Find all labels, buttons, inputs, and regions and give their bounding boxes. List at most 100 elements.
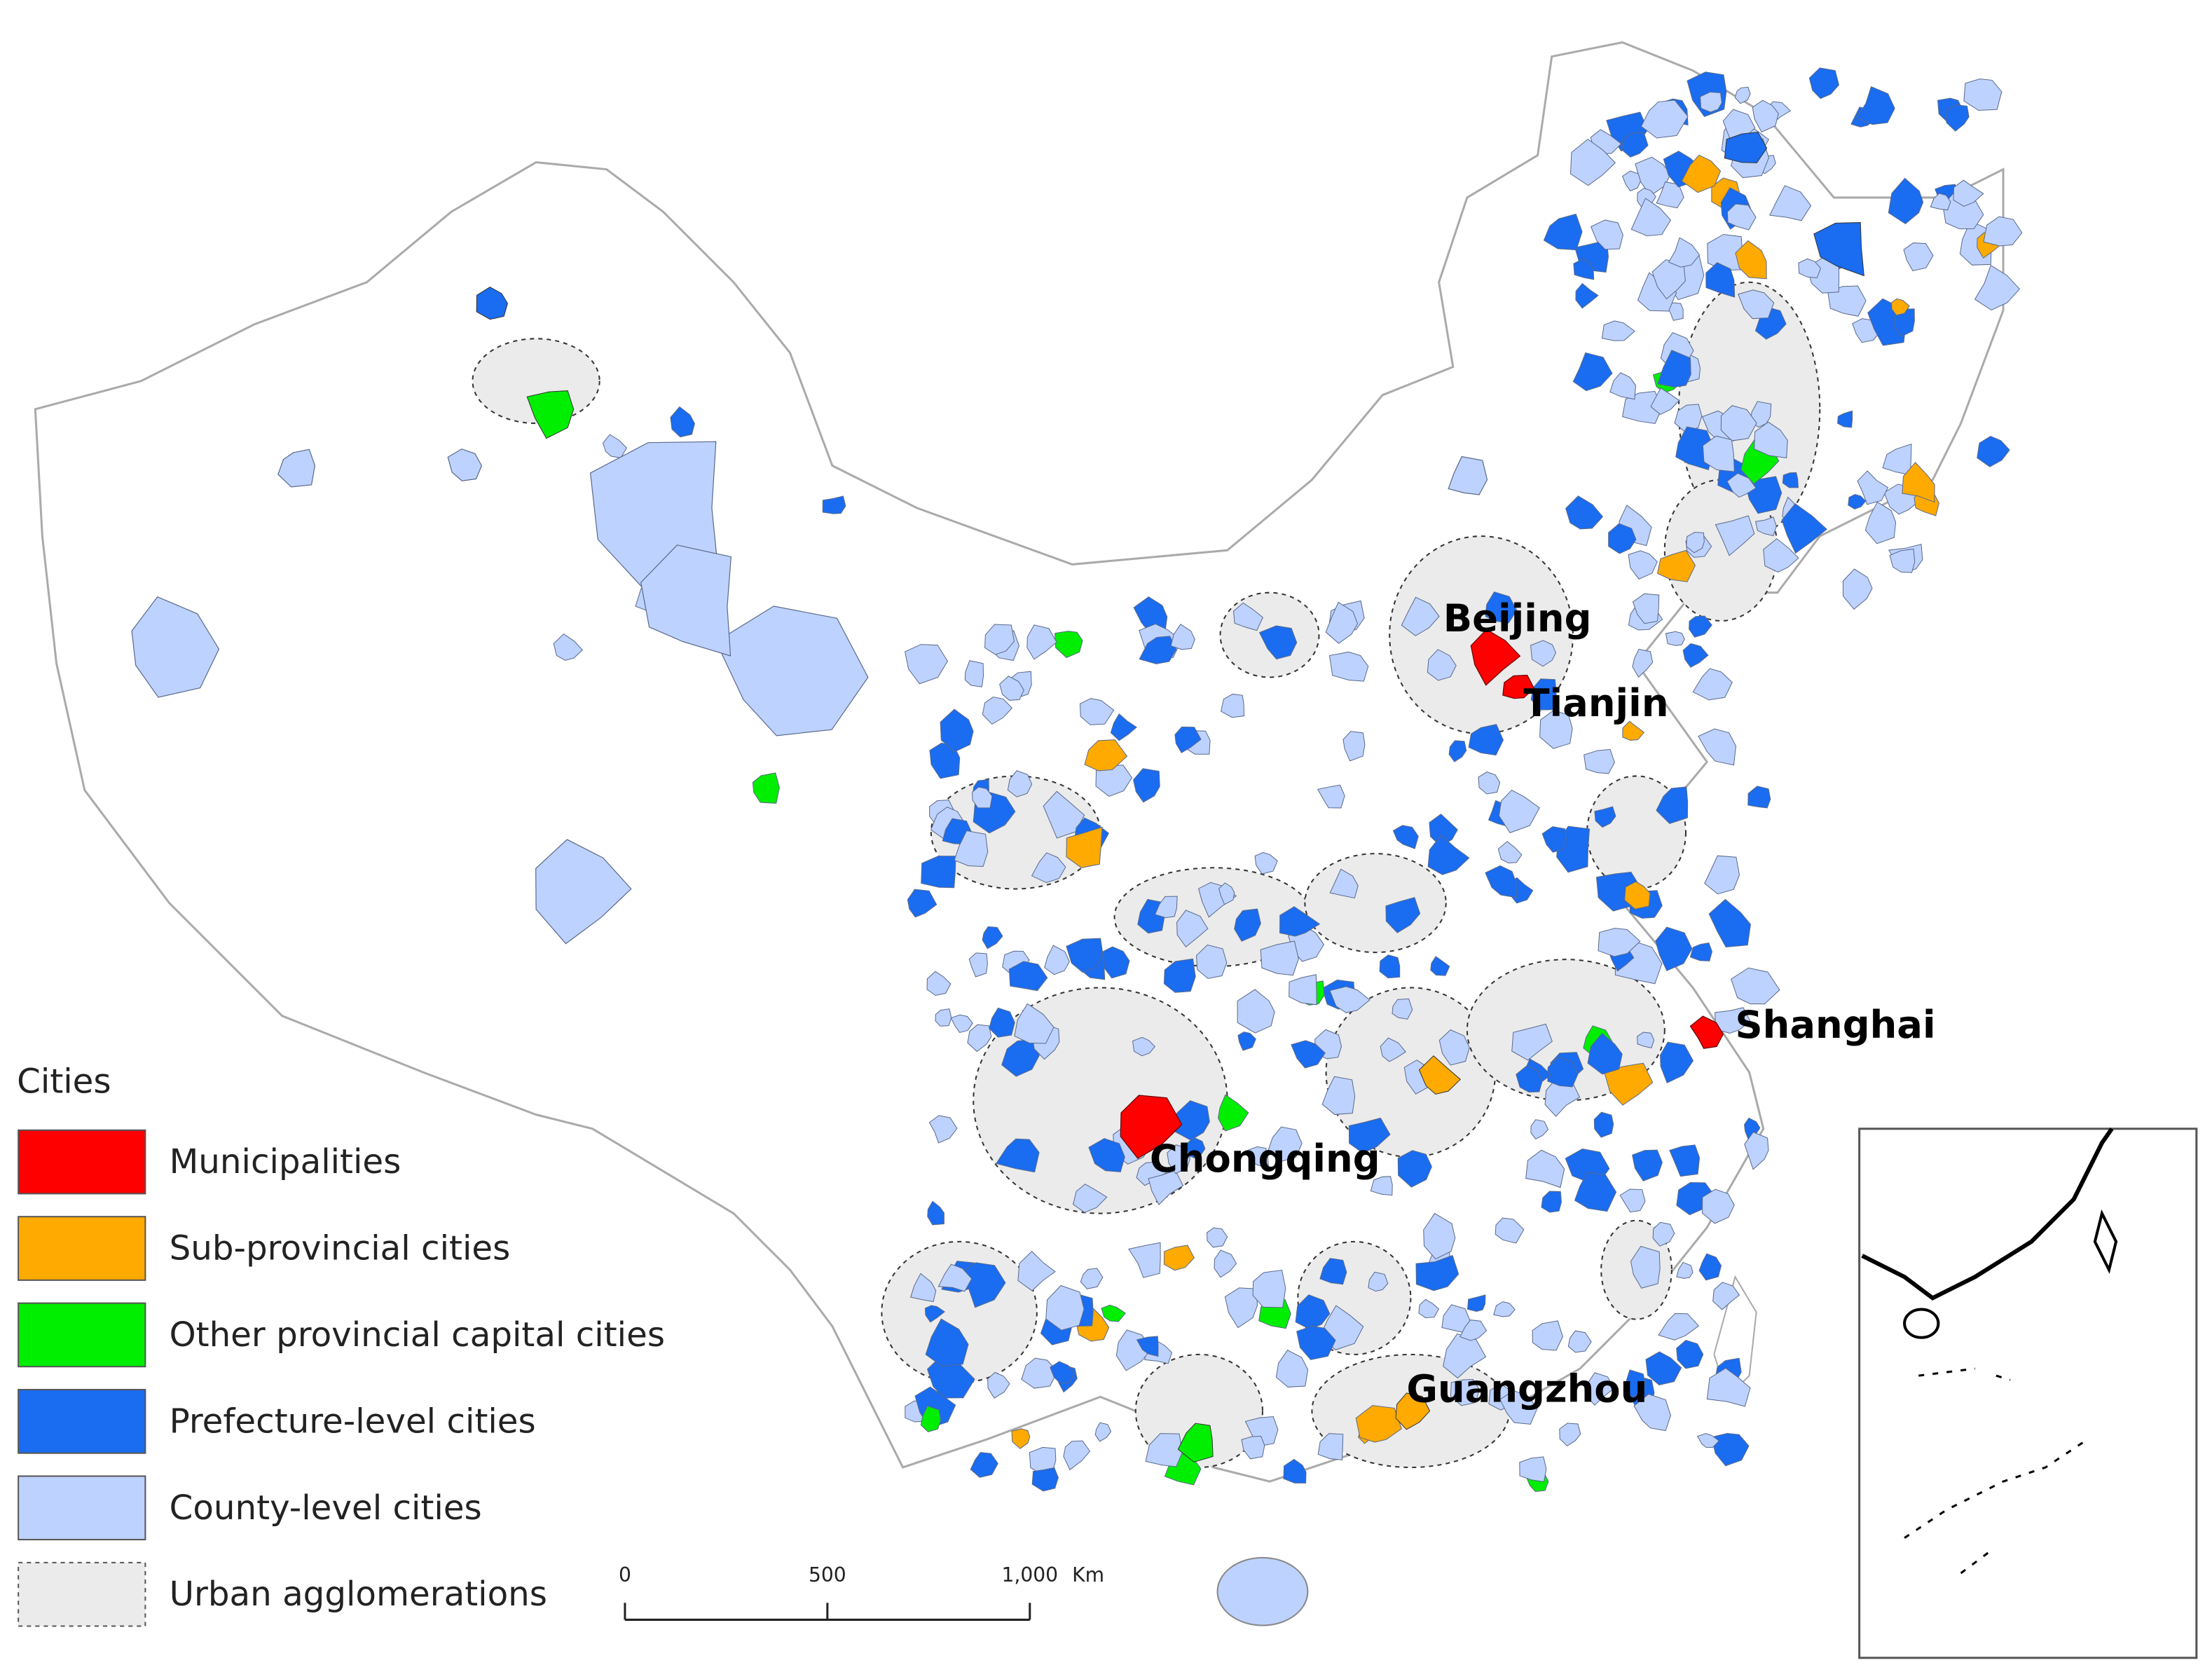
inset-coast bbox=[1861, 1128, 2114, 1301]
scale-label: 0 bbox=[619, 1563, 631, 1587]
city-area bbox=[1686, 532, 1705, 554]
city-area bbox=[1206, 1227, 1228, 1248]
city-area bbox=[1176, 910, 1209, 947]
city-area bbox=[1139, 636, 1177, 664]
city-area bbox=[937, 1263, 973, 1292]
city-area bbox=[1392, 825, 1419, 849]
city-areas bbox=[131, 67, 2023, 1492]
city-area bbox=[1252, 1269, 1286, 1308]
city-area bbox=[1689, 943, 1712, 961]
city-area bbox=[1296, 1325, 1336, 1360]
city-area bbox=[982, 697, 1013, 725]
city-area bbox=[1652, 1221, 1675, 1247]
city-area bbox=[1543, 213, 1583, 251]
city-area bbox=[822, 495, 846, 514]
city-area bbox=[905, 644, 948, 685]
city-area bbox=[1427, 649, 1457, 681]
city-area bbox=[1317, 784, 1345, 809]
city-labels: Beijing Tianjin Shanghai Chongqing Guangzhou bbox=[1150, 596, 1936, 1411]
city-area bbox=[1798, 258, 1822, 279]
city-area bbox=[1706, 1367, 1751, 1407]
legend-label: Other provincial capital cities bbox=[170, 1315, 665, 1355]
city-area bbox=[1637, 1032, 1655, 1049]
city-area bbox=[1603, 1062, 1654, 1106]
legend-title: Cities bbox=[17, 1062, 111, 1101]
city-area bbox=[1170, 624, 1195, 650]
urban-agglomeration bbox=[1304, 853, 1447, 954]
city-area bbox=[1532, 1320, 1563, 1351]
city-area bbox=[1720, 405, 1757, 441]
city-area bbox=[1692, 668, 1733, 701]
city-area bbox=[1682, 643, 1709, 668]
city-area bbox=[1747, 786, 1771, 809]
city-area bbox=[1715, 1007, 1751, 1034]
city-area bbox=[1368, 1271, 1389, 1292]
city-area bbox=[1275, 1350, 1309, 1387]
city-area bbox=[670, 406, 695, 438]
city-area bbox=[1712, 1282, 1740, 1310]
city-area bbox=[1665, 631, 1685, 646]
city-area bbox=[968, 952, 988, 978]
city-area bbox=[1497, 841, 1523, 863]
city-area bbox=[1110, 713, 1138, 741]
municipality bbox=[1120, 1095, 1183, 1159]
city-area bbox=[1095, 765, 1133, 797]
city-area bbox=[1702, 1188, 1735, 1224]
city-area bbox=[982, 926, 1003, 950]
city-area bbox=[1485, 591, 1518, 624]
city-area bbox=[1650, 388, 1680, 415]
city-area bbox=[1630, 198, 1672, 237]
city-area bbox=[1423, 1212, 1456, 1260]
city-area bbox=[1295, 1294, 1331, 1330]
legend-swatch bbox=[18, 1129, 146, 1195]
scale-label: 1,000 bbox=[1001, 1563, 1058, 1587]
city-area bbox=[1609, 372, 1637, 400]
city-label: Chongqing bbox=[1150, 1137, 1380, 1181]
city-area bbox=[1163, 1245, 1195, 1271]
city-area bbox=[1953, 179, 1984, 207]
city-area bbox=[924, 1305, 946, 1323]
legend-label: County-level cities bbox=[170, 1488, 482, 1528]
city-label: Beijing bbox=[1443, 596, 1592, 640]
city-area bbox=[920, 1405, 942, 1432]
city-area bbox=[926, 971, 952, 996]
city-label: Shanghai bbox=[1735, 1003, 1935, 1047]
city-area bbox=[1681, 154, 1722, 193]
municipality bbox=[1689, 1015, 1724, 1049]
city-area bbox=[1329, 986, 1371, 1013]
city-area bbox=[1045, 1284, 1085, 1331]
legend-label: Urban agglomerations bbox=[170, 1575, 547, 1614]
city-area bbox=[1888, 177, 1924, 225]
legend-label: Sub-provincial cities bbox=[170, 1229, 511, 1268]
city-area bbox=[1676, 1181, 1717, 1216]
city-area bbox=[1541, 826, 1567, 853]
city-area bbox=[1945, 104, 1970, 132]
city-area bbox=[928, 1115, 958, 1144]
city-area bbox=[1397, 1150, 1432, 1188]
city-area bbox=[1569, 138, 1616, 186]
legend: Cities Municipalities Sub-provincial citie… bbox=[17, 1062, 665, 1627]
city-area bbox=[1827, 285, 1867, 317]
legend-swatch bbox=[18, 1216, 146, 1281]
city-area bbox=[1234, 908, 1261, 942]
city-area bbox=[1101, 1304, 1127, 1322]
inset-island bbox=[2093, 1209, 2118, 1274]
city-area bbox=[1705, 262, 1736, 298]
city-area bbox=[1237, 989, 1275, 1034]
city-area bbox=[1525, 1149, 1565, 1188]
city-area bbox=[1726, 203, 1757, 231]
city-area bbox=[1392, 998, 1413, 1020]
city-area bbox=[1128, 1242, 1161, 1278]
city-area bbox=[1289, 974, 1317, 1006]
legend-swatch bbox=[18, 1561, 146, 1627]
city-area bbox=[1530, 678, 1558, 711]
city-area bbox=[1031, 852, 1066, 884]
city-area bbox=[999, 676, 1024, 701]
scale-bar: 0 500 1,000 Km bbox=[619, 1563, 1104, 1621]
city-area bbox=[989, 1007, 1015, 1038]
city-area bbox=[1930, 193, 1951, 211]
city-area bbox=[1063, 1440, 1091, 1471]
city-area bbox=[1468, 724, 1504, 756]
city-area bbox=[1516, 1064, 1543, 1092]
